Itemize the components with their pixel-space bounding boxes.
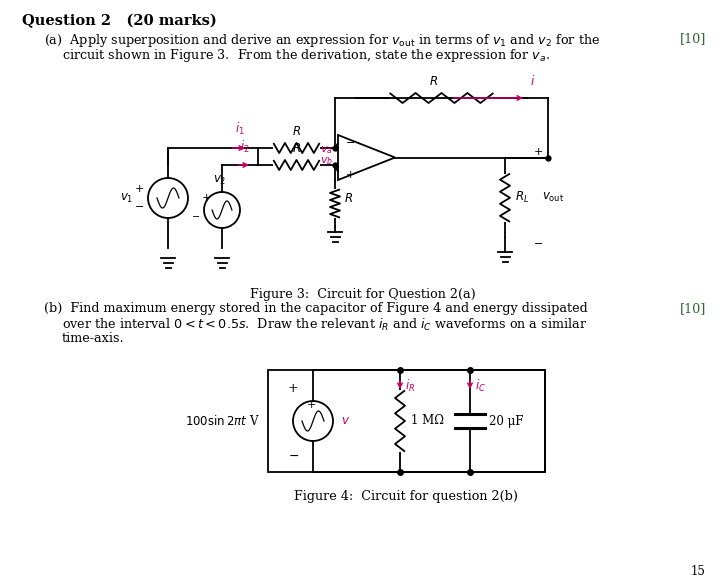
Text: $i$: $i$ — [530, 74, 535, 88]
Text: $v_1$: $v_1$ — [119, 191, 133, 205]
Text: $i_C$: $i_C$ — [475, 378, 486, 394]
Text: circuit shown in Figure 3.  From the derivation, state the expression for $v_a$.: circuit shown in Figure 3. From the deri… — [62, 47, 550, 64]
Text: $-$: $-$ — [288, 449, 299, 462]
Text: 20 μF: 20 μF — [489, 415, 523, 428]
Text: 1 MΩ: 1 MΩ — [411, 415, 444, 428]
Text: over the interval $0 < t < 0.5s$.  Draw the relevant $i_R$ and $i_C$ waveforms o: over the interval $0 < t < 0.5s$. Draw t… — [62, 317, 587, 333]
Text: time-axis.: time-axis. — [62, 332, 124, 345]
Text: $+$: $+$ — [533, 146, 543, 157]
Text: $R$: $R$ — [292, 125, 301, 138]
Text: $v_{\mathrm{out}}$: $v_{\mathrm{out}}$ — [542, 191, 564, 204]
Text: $R$: $R$ — [344, 192, 353, 205]
Text: $v_b$: $v_b$ — [320, 155, 333, 167]
Text: $i_2$: $i_2$ — [240, 139, 250, 155]
Text: [10]: [10] — [680, 32, 706, 45]
Text: Figure 3:  Circuit for Question 2(a): Figure 3: Circuit for Question 2(a) — [250, 288, 476, 301]
Text: $i_R$: $i_R$ — [405, 378, 415, 394]
Text: 15: 15 — [691, 565, 706, 578]
Text: +: + — [134, 184, 144, 194]
Text: $R$: $R$ — [429, 75, 438, 88]
Text: $i_1$: $i_1$ — [235, 121, 245, 137]
Text: +: + — [201, 193, 211, 203]
Bar — [268, 370, 545, 472]
Text: Figure 4:  Circuit for question 2(b): Figure 4: Circuit for question 2(b) — [294, 490, 518, 503]
Text: $v_a$: $v_a$ — [320, 144, 333, 156]
Text: $v$: $v$ — [341, 415, 350, 428]
Text: $-$: $-$ — [191, 210, 200, 220]
Text: $v_2$: $v_2$ — [213, 174, 227, 187]
Text: $+$: $+$ — [345, 168, 356, 180]
Text: [10]: [10] — [680, 302, 706, 315]
Text: $-$: $-$ — [533, 237, 543, 247]
Text: +: + — [288, 382, 299, 395]
Text: $100\sin 2\pi t$ V: $100\sin 2\pi t$ V — [185, 414, 260, 428]
Text: (a)  Apply superposition and derive an expression for $v_{\mathrm{out}}$ in term: (a) Apply superposition and derive an ex… — [44, 32, 601, 49]
Text: +: + — [306, 400, 316, 410]
Text: (b)  Find maximum energy stored in the capacitor of Figure 4 and energy dissipat: (b) Find maximum energy stored in the ca… — [44, 302, 587, 315]
Text: $-$: $-$ — [134, 200, 144, 210]
Text: Question 2   (20 marks): Question 2 (20 marks) — [22, 14, 217, 28]
Text: $-$: $-$ — [306, 434, 316, 444]
Text: $R$: $R$ — [292, 142, 301, 155]
Text: $R_L$: $R_L$ — [515, 190, 529, 205]
Text: $-$: $-$ — [345, 136, 355, 146]
